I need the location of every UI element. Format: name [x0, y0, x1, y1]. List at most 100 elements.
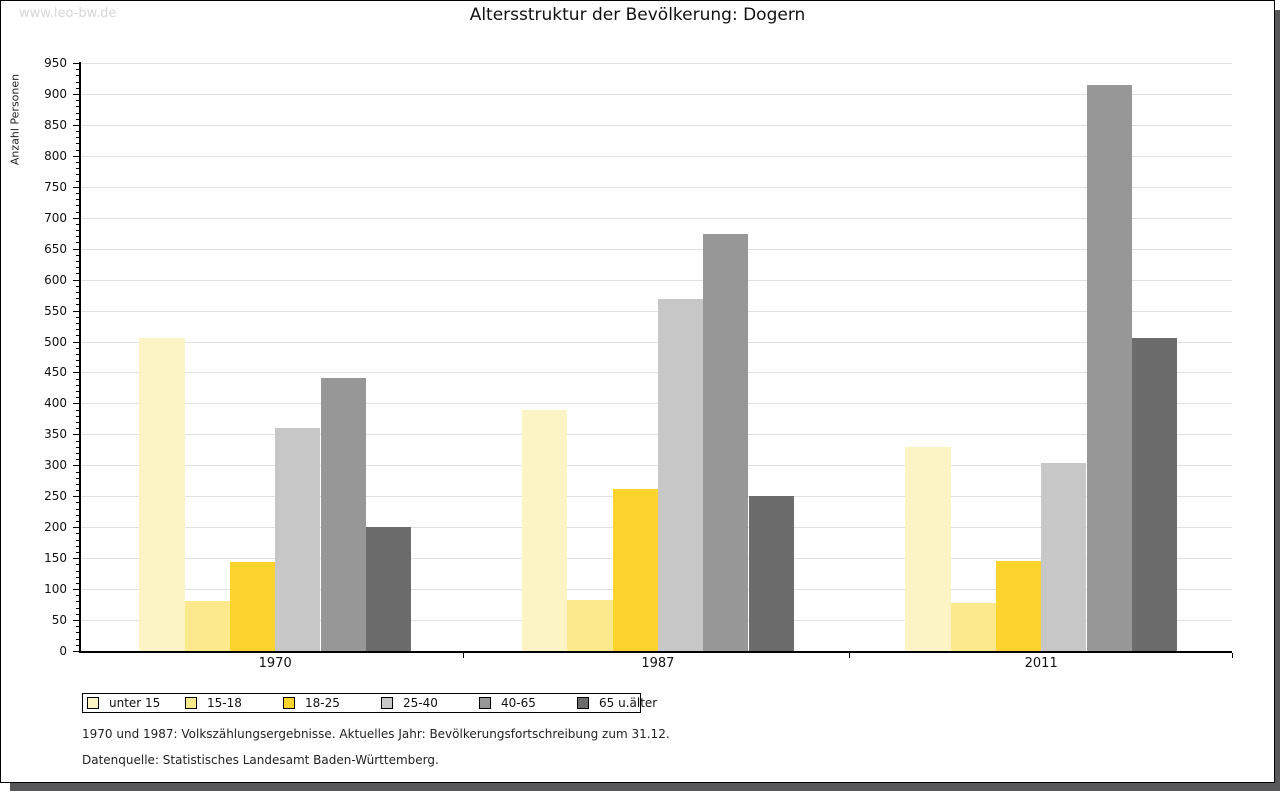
- y-minor-tick-290: [76, 471, 79, 473]
- y-tick-label-150: 150: [44, 551, 67, 566]
- gridline-850: [81, 124, 1232, 126]
- y-tick-label-600: 600: [44, 272, 67, 287]
- bar-1987-18-25: [612, 488, 658, 651]
- footnote-source-years: 1970 und 1987: Volkszählungsergebnisse. …: [82, 727, 670, 741]
- gridline-700: [81, 217, 1232, 219]
- legend-swatch-15-18: [185, 697, 197, 709]
- y-minor-tick-910: [76, 87, 79, 89]
- x-axis-tick-1: [849, 653, 850, 658]
- y-tick-label-50: 50: [51, 613, 67, 628]
- y-minor-tick-370: [76, 421, 79, 423]
- y-tick-label-900: 900: [44, 86, 67, 101]
- y-major-tick-550: [73, 310, 79, 312]
- gridline-900: [81, 93, 1232, 95]
- y-minor-tick-130: [76, 570, 79, 572]
- y-minor-tick-430: [76, 384, 79, 386]
- y-minor-tick-520: [76, 329, 79, 331]
- y-minor-tick-820: [76, 143, 79, 145]
- gridline-650: [81, 248, 1232, 250]
- legend-label-18-25: 18-25: [305, 696, 340, 710]
- gridline-300: [81, 465, 1232, 467]
- y-minor-tick-940: [76, 69, 79, 71]
- y-major-tick-800: [73, 155, 79, 157]
- gridline-950: [81, 63, 1232, 64]
- y-major-tick-350: [73, 434, 79, 436]
- y-tick-label-800: 800: [44, 148, 67, 163]
- y-minor-tick-40: [76, 626, 79, 628]
- y-tick-label-100: 100: [44, 582, 67, 597]
- bar-1987-65-u.älter: [748, 496, 794, 651]
- y-minor-tick-70: [76, 607, 79, 609]
- bar-2011-25-40: [1041, 463, 1087, 651]
- y-minor-tick-610: [76, 273, 79, 275]
- y-minor-tick-530: [76, 322, 79, 324]
- gridline-750: [81, 186, 1232, 188]
- gridline-550: [81, 310, 1232, 312]
- y-minor-tick-630: [76, 261, 79, 263]
- y-minor-tick-590: [76, 285, 79, 287]
- y-minor-tick-680: [76, 230, 79, 232]
- legend-swatch-25-40: [381, 697, 393, 709]
- y-tick-label-500: 500: [44, 334, 67, 349]
- x-axis-tick-2: [1232, 653, 1233, 658]
- bar-1987-15-18: [567, 600, 613, 651]
- y-minor-tick-660: [76, 242, 79, 244]
- y-minor-tick-860: [76, 118, 79, 120]
- y-minor-tick-80: [76, 601, 79, 603]
- footnote-data-source: Datenquelle: Statistisches Landesamt Bad…: [82, 753, 439, 767]
- y-minor-tick-490: [76, 347, 79, 349]
- y-minor-tick-20: [76, 638, 79, 640]
- y-major-tick-50: [73, 620, 79, 622]
- y-minor-tick-260: [76, 490, 79, 492]
- y-tick-label-200: 200: [44, 520, 67, 535]
- y-minor-tick-930: [76, 75, 79, 77]
- y-minor-tick-220: [76, 514, 79, 516]
- bar-1970-40-65: [320, 378, 366, 651]
- legend-swatch-40-65: [479, 697, 491, 709]
- x-axis-tick-0: [463, 653, 464, 658]
- y-major-tick-700: [73, 217, 79, 219]
- y-minor-tick-410: [76, 397, 79, 399]
- y-minor-tick-790: [76, 162, 79, 164]
- y-major-tick-750: [73, 186, 79, 188]
- y-tick-label-750: 750: [44, 179, 67, 194]
- y-axis-line: [79, 62, 81, 653]
- y-minor-tick-780: [76, 168, 79, 170]
- y-minor-tick-90: [76, 595, 79, 597]
- gridline-350: [81, 434, 1232, 436]
- y-tick-label-250: 250: [44, 489, 67, 504]
- y-minor-tick-270: [76, 483, 79, 485]
- y-minor-tick-420: [76, 391, 79, 393]
- bar-1987-25-40: [657, 299, 704, 651]
- legend-swatch-18-25: [283, 697, 295, 709]
- y-tick-label-350: 350: [44, 427, 67, 442]
- y-minor-tick-880: [76, 106, 79, 108]
- bar-1970-15-18: [184, 601, 230, 651]
- y-minor-tick-570: [76, 298, 79, 300]
- y-minor-tick-670: [76, 236, 79, 238]
- y-minor-tick-560: [76, 304, 79, 306]
- y-minor-tick-380: [76, 415, 79, 417]
- y-minor-tick-180: [76, 539, 79, 541]
- y-major-tick-200: [73, 527, 79, 529]
- legend-label-40-65: 40-65: [501, 696, 536, 710]
- bar-2011-18-25: [995, 561, 1042, 651]
- gridline-400: [81, 403, 1232, 405]
- y-major-tick-100: [73, 589, 79, 591]
- y-minor-tick-620: [76, 267, 79, 269]
- y-axis-label: Anzahl Personen: [8, 73, 22, 166]
- y-minor-tick-730: [76, 199, 79, 201]
- x-category-label-1987: 1987: [641, 656, 675, 671]
- y-minor-tick-840: [76, 131, 79, 133]
- y-major-tick-400: [73, 403, 79, 405]
- y-major-tick-600: [73, 279, 79, 281]
- legend-swatch-unter-15: [87, 697, 99, 709]
- y-major-tick-0: [73, 651, 79, 652]
- gridline-450: [81, 372, 1232, 374]
- legend-label-65-u.älter: 65 u.älter: [599, 696, 658, 710]
- y-major-tick-450: [73, 372, 79, 374]
- bar-1970-unter-15: [139, 338, 185, 651]
- legend-swatch-65-u.älter: [577, 697, 589, 709]
